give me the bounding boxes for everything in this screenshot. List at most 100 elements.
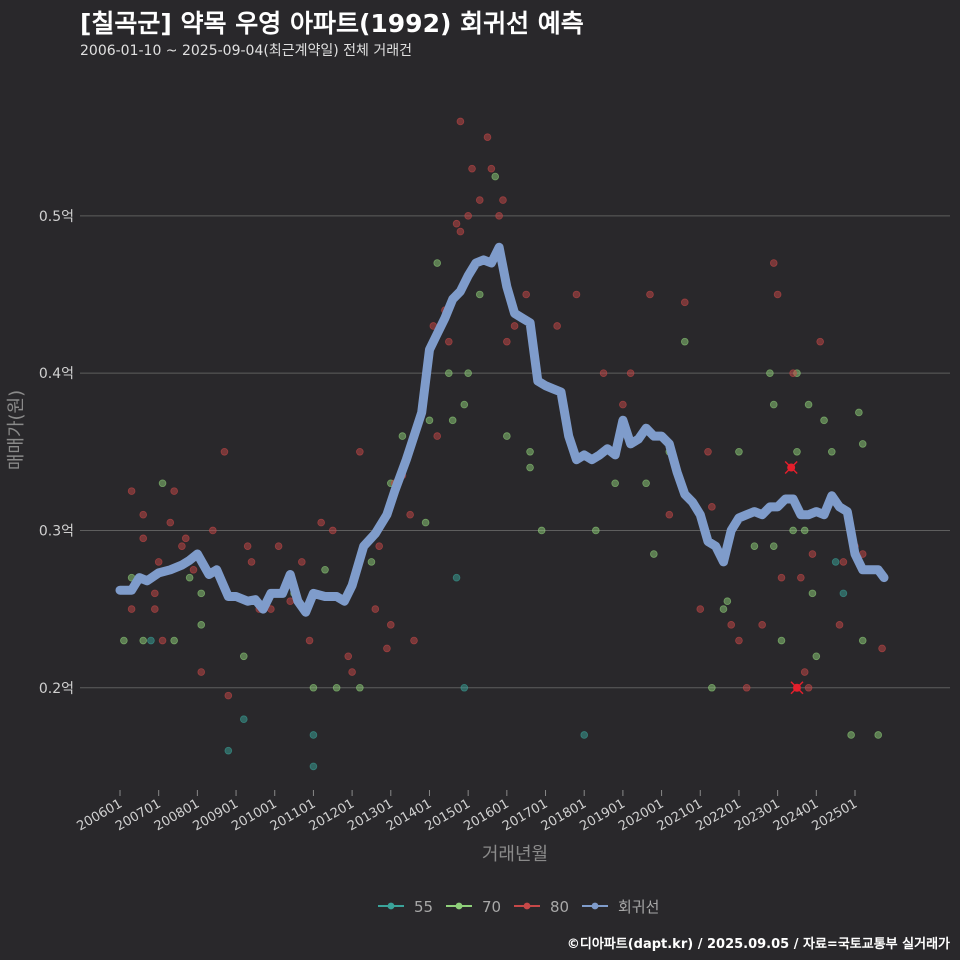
data-point-80 bbox=[499, 196, 507, 204]
data-point-70 bbox=[445, 369, 453, 377]
data-point-80 bbox=[348, 668, 356, 676]
data-point-80 bbox=[344, 652, 353, 661]
data-point-80 bbox=[742, 683, 751, 692]
data-point-80 bbox=[553, 322, 561, 330]
data-point-80 bbox=[209, 526, 217, 535]
data-point-55 bbox=[839, 589, 848, 598]
data-point-80 bbox=[127, 605, 136, 613]
data-point-80 bbox=[305, 636, 314, 645]
data-point-70 bbox=[503, 432, 511, 440]
data-point-80 bbox=[839, 558, 848, 566]
data-point-70 bbox=[158, 479, 167, 488]
data-point-80 bbox=[445, 337, 453, 346]
data-point-80 bbox=[386, 621, 395, 629]
legend-label-s55: 55 bbox=[414, 898, 433, 916]
data-point-70 bbox=[735, 447, 743, 456]
data-point-70 bbox=[808, 589, 817, 598]
data-point-70 bbox=[309, 683, 318, 692]
data-point-70 bbox=[800, 526, 809, 535]
data-point-80 bbox=[789, 369, 797, 377]
data-point-80 bbox=[626, 369, 635, 377]
data-point-80 bbox=[356, 447, 364, 456]
data-point-70 bbox=[858, 636, 867, 645]
y-axis: 0.2억 0.3억 0.4억 0.5억 bbox=[39, 209, 74, 697]
data-point-70 bbox=[526, 463, 534, 472]
data-point-70 bbox=[448, 416, 457, 425]
data-point-70 bbox=[197, 621, 206, 629]
data-point-80 bbox=[483, 133, 492, 141]
data-point-80 bbox=[487, 164, 496, 173]
data-point-70 bbox=[464, 369, 472, 377]
data-point-80 bbox=[773, 290, 782, 299]
data-point-80 bbox=[243, 542, 252, 550]
data-point-80 bbox=[800, 668, 809, 676]
highlight-cross bbox=[790, 681, 804, 695]
data-point-70 bbox=[460, 400, 469, 409]
data-point-80 bbox=[495, 212, 503, 220]
data-point-80 bbox=[220, 447, 229, 456]
data-point-70 bbox=[723, 597, 732, 606]
highlight-markers bbox=[784, 460, 804, 695]
data-point-80 bbox=[383, 644, 391, 653]
data-point-70 bbox=[855, 408, 863, 417]
data-point-70 bbox=[537, 526, 546, 535]
data-point-70 bbox=[475, 290, 484, 299]
legend-marker-s70 bbox=[455, 902, 463, 910]
data-point-80 bbox=[758, 621, 766, 629]
data-point-70 bbox=[367, 558, 376, 566]
data-point-55 bbox=[460, 683, 469, 692]
grid-lines bbox=[80, 215, 950, 689]
data-point-70 bbox=[185, 573, 194, 582]
data-point-80 bbox=[317, 518, 325, 527]
data-point-70 bbox=[719, 605, 728, 613]
data-point-80 bbox=[599, 369, 608, 377]
x-axis: 2006012007012008012009012010012011012012… bbox=[75, 790, 860, 834]
data-point-70 bbox=[239, 652, 248, 661]
data-point-80 bbox=[797, 573, 805, 582]
data-point-80 bbox=[410, 636, 418, 645]
data-point-55 bbox=[147, 636, 155, 645]
y-axis-label: 매매가(원) bbox=[6, 390, 27, 470]
source-caption: ©디아파트(dapt.kr) / 2025.09.05 / 자료=국토교통부 실… bbox=[566, 937, 950, 952]
data-point-70 bbox=[793, 447, 801, 456]
data-point-80 bbox=[189, 565, 198, 574]
data-point-80 bbox=[274, 542, 283, 550]
data-point-70 bbox=[491, 172, 500, 181]
data-point-70 bbox=[650, 550, 658, 558]
data-point-70 bbox=[820, 416, 828, 425]
data-point-80 bbox=[456, 227, 465, 236]
data-point-55 bbox=[224, 746, 233, 755]
data-point-80 bbox=[151, 589, 159, 598]
data-point-70 bbox=[750, 542, 759, 550]
data-point-55 bbox=[580, 731, 589, 739]
data-point-70 bbox=[332, 683, 341, 692]
data-point-70 bbox=[421, 518, 430, 527]
data-point-80 bbox=[197, 668, 206, 676]
data-point-80 bbox=[816, 337, 824, 346]
data-point-80 bbox=[139, 510, 148, 519]
x-axis-label: 거래년월 bbox=[482, 844, 548, 865]
data-point-80 bbox=[433, 432, 442, 440]
data-point-80 bbox=[224, 691, 233, 700]
data-point-70 bbox=[611, 479, 619, 488]
data-point-80 bbox=[181, 534, 190, 543]
data-point-55 bbox=[831, 558, 840, 566]
regression-line-group bbox=[115, 242, 889, 617]
data-point-80 bbox=[158, 636, 167, 645]
data-point-70 bbox=[356, 683, 364, 692]
data-point-80 bbox=[503, 337, 511, 346]
data-point-80 bbox=[572, 290, 581, 299]
data-point-80 bbox=[151, 605, 159, 613]
legend-label-regression: 회귀선 bbox=[618, 898, 659, 916]
chart-subtitle: 2006-01-10 ~ 2025-09-04(최근계약일) 전체 거래건 bbox=[80, 43, 412, 59]
data-point-80 bbox=[139, 534, 148, 543]
data-point-70 bbox=[642, 479, 650, 488]
data-point-80 bbox=[510, 322, 519, 330]
data-point-70 bbox=[847, 731, 855, 739]
regression-line bbox=[115, 242, 889, 617]
data-point-80 bbox=[247, 558, 256, 566]
data-point-55 bbox=[309, 731, 318, 739]
legend-label-s80: 80 bbox=[550, 898, 569, 916]
legend-marker-regression bbox=[591, 902, 599, 910]
data-point-70 bbox=[425, 416, 434, 425]
